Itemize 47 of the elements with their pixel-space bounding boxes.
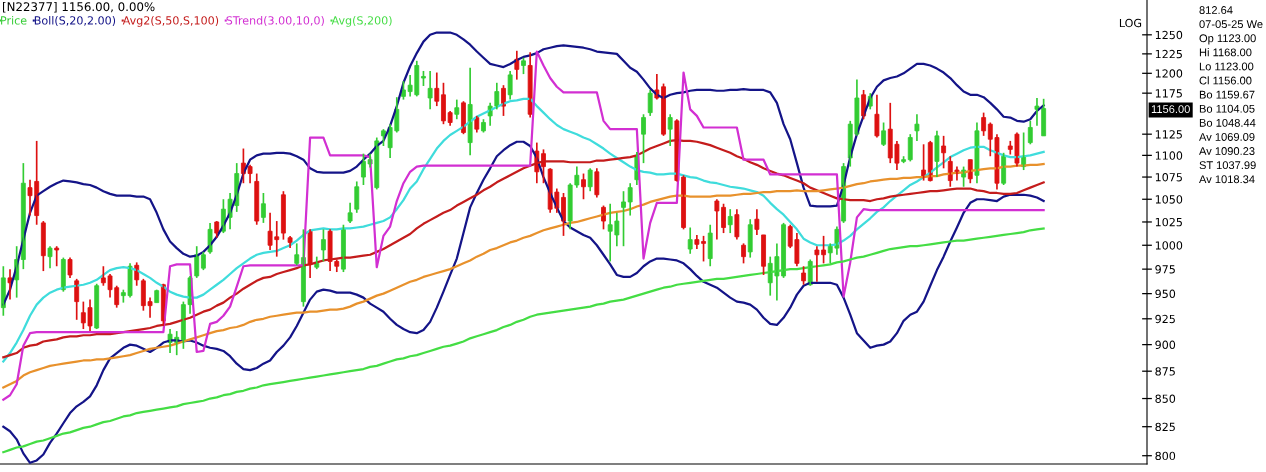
legend-label: Price bbox=[1, 16, 27, 25]
y-tick-label: 1100 bbox=[1155, 151, 1183, 160]
text: Bo 1048.44 bbox=[1199, 118, 1256, 127]
y-tick-label: 1200 bbox=[1155, 69, 1183, 78]
legend-label: Avg(S,200) bbox=[331, 16, 392, 27]
y-tick-label: 875 bbox=[1155, 367, 1175, 376]
y-tick-label: 975 bbox=[1155, 265, 1175, 274]
text: 07-05-25 We bbox=[1199, 20, 1263, 29]
y-tick-label: 850 bbox=[1155, 394, 1176, 403]
y-tick-label: 925 bbox=[1155, 314, 1175, 324]
y-tick-label: 825 bbox=[1155, 422, 1175, 432]
text: LOG bbox=[1119, 18, 1142, 28]
y-tick-label: 800 bbox=[1155, 451, 1176, 461]
y-tick-label: 1225 bbox=[1155, 49, 1182, 59]
text: Av 1069.09 bbox=[1199, 133, 1255, 141]
chart-title: [N22377] 1156.00, 0.00% bbox=[3, 2, 155, 13]
y-tick-label: 1125 bbox=[1155, 130, 1182, 139]
line-series bbox=[2, 227, 1045, 454]
line-series bbox=[2, 50, 1045, 401]
y-tick-label: 1175 bbox=[1155, 89, 1182, 98]
line-series bbox=[2, 140, 1045, 464]
text: 1156.00 bbox=[1151, 105, 1190, 114]
text: Cl 1156.00 bbox=[1199, 76, 1252, 85]
y-tick-label: 950 bbox=[1155, 289, 1176, 299]
y-tick-label: 1075 bbox=[1155, 173, 1182, 182]
y-tick-label: 1250 bbox=[1155, 30, 1183, 40]
text: Bo 1104.05 bbox=[1199, 104, 1255, 113]
candlestick bbox=[347, 202, 353, 224]
text: 812.64 bbox=[1199, 6, 1233, 14]
text: Bo 1159.67 bbox=[1199, 90, 1255, 99]
candlestick bbox=[321, 228, 326, 263]
line-series bbox=[2, 138, 1045, 359]
legend-label: Avg2(S,50,S,100) bbox=[122, 16, 219, 27]
y-tick-label: 1000 bbox=[1155, 241, 1183, 250]
text: Av 1090.23 bbox=[1199, 147, 1255, 155]
text: Hi 1168.00 bbox=[1199, 48, 1252, 57]
text: ST 1037.99 bbox=[1199, 161, 1256, 170]
legend-label: Boll(S,20,2.00) bbox=[34, 16, 116, 26]
legend-label: STrend(3.00,10,0) bbox=[226, 16, 324, 26]
text: Op 1123.00 bbox=[1199, 34, 1256, 45]
y-tick-label: 900 bbox=[1155, 340, 1176, 350]
text: Av 1018.34 bbox=[1199, 175, 1255, 184]
y-tick-label: 1050 bbox=[1155, 195, 1183, 204]
text: Lo 1123.00 bbox=[1199, 62, 1254, 71]
candlestick bbox=[54, 245, 60, 268]
candlestick bbox=[621, 190, 626, 248]
y-tick-label: 1025 bbox=[1155, 217, 1182, 227]
